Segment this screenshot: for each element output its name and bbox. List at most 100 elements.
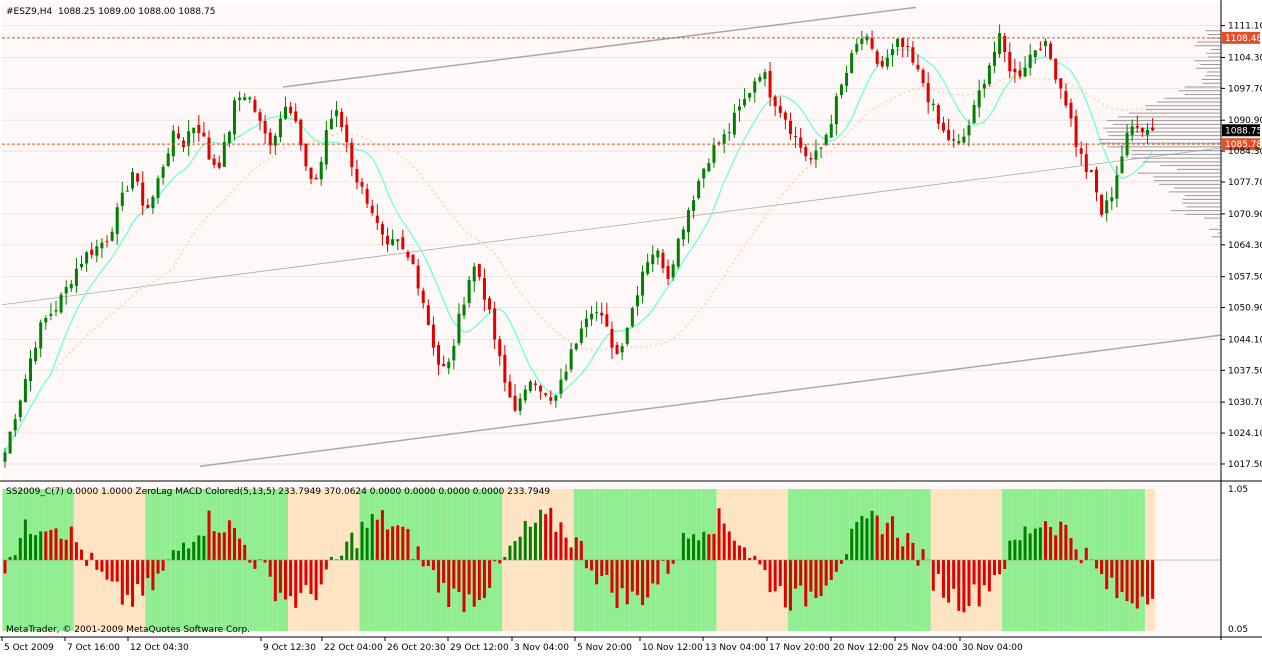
bear-candle[interactable] xyxy=(947,130,950,140)
bull-candle[interactable] xyxy=(891,49,894,55)
bull-candle[interactable] xyxy=(738,106,741,110)
bear-candle[interactable] xyxy=(503,355,506,383)
bear-candle[interactable] xyxy=(253,100,256,112)
bull-candle[interactable] xyxy=(957,141,960,143)
bear-candle[interactable] xyxy=(437,345,440,365)
bear-candle[interactable] xyxy=(141,183,144,206)
bull-candle[interactable] xyxy=(631,308,634,326)
bear-candle[interactable] xyxy=(600,313,603,316)
bear-candle[interactable] xyxy=(304,144,307,167)
bear-candle[interactable] xyxy=(218,162,221,167)
bull-candle[interactable] xyxy=(391,239,394,245)
bull-candle[interactable] xyxy=(335,110,338,116)
bull-candle[interactable] xyxy=(157,178,160,198)
bull-candle[interactable] xyxy=(554,396,557,401)
bear-candle[interactable] xyxy=(718,143,721,144)
bull-candle[interactable] xyxy=(279,119,282,138)
bear-candle[interactable] xyxy=(508,382,511,398)
bear-candle[interactable] xyxy=(381,224,384,234)
bull-candle[interactable] xyxy=(580,329,583,343)
bear-candle[interactable] xyxy=(350,143,353,167)
bear-candle[interactable] xyxy=(1013,69,1016,73)
bear-candle[interactable] xyxy=(361,182,364,187)
bull-candle[interactable] xyxy=(763,72,766,79)
bull-candle[interactable] xyxy=(707,163,710,171)
bull-candle[interactable] xyxy=(284,107,287,119)
bear-candle[interactable] xyxy=(610,329,613,348)
bull-candle[interactable] xyxy=(672,264,675,277)
bear-candle[interactable] xyxy=(371,206,374,213)
bull-candle[interactable] xyxy=(590,314,593,320)
bull-candle[interactable] xyxy=(712,145,715,163)
bull-candle[interactable] xyxy=(565,372,568,380)
bull-candle[interactable] xyxy=(692,200,695,211)
bull-candle[interactable] xyxy=(34,348,37,361)
bull-candle[interactable] xyxy=(845,73,848,86)
bear-candle[interactable] xyxy=(406,252,409,257)
bull-candle[interactable] xyxy=(656,251,659,258)
bear-candle[interactable] xyxy=(264,121,267,134)
bear-candle[interactable] xyxy=(1049,44,1052,59)
bull-candle[interactable] xyxy=(70,284,73,288)
bear-candle[interactable] xyxy=(534,383,537,385)
bear-candle[interactable] xyxy=(871,38,874,49)
bull-candle[interactable] xyxy=(651,255,654,265)
bear-candle[interactable] xyxy=(544,393,547,395)
bull-candle[interactable] xyxy=(320,162,323,180)
bear-candle[interactable] xyxy=(310,168,313,179)
bull-candle[interactable] xyxy=(60,295,63,313)
bull-candle[interactable] xyxy=(835,96,838,124)
bull-candle[interactable] xyxy=(733,113,736,135)
bear-candle[interactable] xyxy=(294,111,297,121)
bull-candle[interactable] xyxy=(519,398,522,410)
bull-candle[interactable] xyxy=(111,232,114,241)
bear-candle[interactable] xyxy=(799,138,802,148)
bull-candle[interactable] xyxy=(151,197,154,208)
bear-candle[interactable] xyxy=(1059,78,1062,88)
bear-candle[interactable] xyxy=(1136,126,1139,127)
bear-candle[interactable] xyxy=(789,121,792,134)
bear-candle[interactable] xyxy=(483,278,486,300)
bull-candle[interactable] xyxy=(100,243,103,249)
bear-candle[interactable] xyxy=(90,250,93,255)
bull-candle[interactable] xyxy=(24,379,27,402)
bull-candle[interactable] xyxy=(39,322,42,348)
bear-candle[interactable] xyxy=(937,105,940,124)
bull-candle[interactable] xyxy=(621,346,624,352)
bull-candle[interactable] xyxy=(223,142,226,167)
bull-candle[interactable] xyxy=(192,128,195,133)
bull-candle[interactable] xyxy=(4,452,7,461)
bull-candle[interactable] xyxy=(463,305,466,316)
bear-candle[interactable] xyxy=(809,158,812,159)
bear-candle[interactable] xyxy=(386,236,389,244)
bear-candle[interactable] xyxy=(901,38,904,47)
bull-candle[interactable] xyxy=(697,181,700,198)
bull-candle[interactable] xyxy=(702,169,705,179)
bull-candle[interactable] xyxy=(330,119,333,129)
bear-candle[interactable] xyxy=(1069,103,1072,119)
bear-candle[interactable] xyxy=(478,264,481,277)
bear-candle[interactable] xyxy=(605,314,608,326)
bull-candle[interactable] xyxy=(1029,55,1032,68)
bull-candle[interactable] xyxy=(988,65,991,84)
bull-candle[interactable] xyxy=(748,93,751,98)
bear-candle[interactable] xyxy=(146,205,149,208)
bull-candle[interactable] xyxy=(641,272,644,296)
bear-candle[interactable] xyxy=(1080,148,1083,154)
bear-candle[interactable] xyxy=(876,51,879,63)
bull-candle[interactable] xyxy=(126,191,129,192)
bull-candle[interactable] xyxy=(1120,156,1123,172)
bull-candle[interactable] xyxy=(814,151,817,160)
bull-candle[interactable] xyxy=(585,319,588,327)
bull-candle[interactable] xyxy=(983,84,986,89)
bear-candle[interactable] xyxy=(355,169,358,183)
bear-candle[interactable] xyxy=(906,46,909,47)
bull-candle[interactable] xyxy=(172,131,175,157)
bear-candle[interactable] xyxy=(667,266,670,279)
bull-candle[interactable] xyxy=(575,344,578,350)
bear-candle[interactable] xyxy=(498,339,501,356)
bear-candle[interactable] xyxy=(136,173,139,181)
bear-candle[interactable] xyxy=(916,65,919,69)
bull-candle[interactable] xyxy=(452,346,455,360)
bear-candle[interactable] xyxy=(177,134,180,139)
